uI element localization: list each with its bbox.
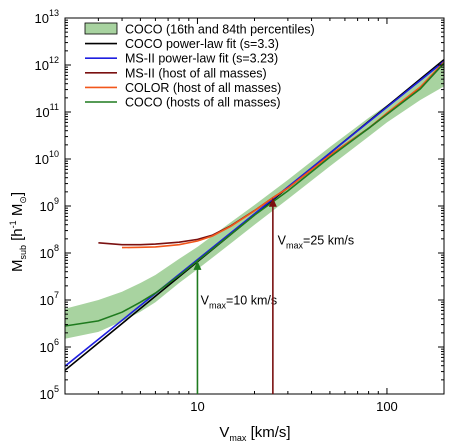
x-axis-label: Vmax [km/s] (219, 424, 290, 443)
y-tick-label: 1013 (35, 8, 59, 26)
y-tick-label: 108 (40, 243, 59, 261)
annotation-arrowhead-0 (193, 260, 202, 270)
y-tick-label: 1011 (35, 102, 59, 120)
plot-area (65, 58, 444, 371)
x-tick-label: 10 (190, 399, 204, 414)
annotation-label-1: Vmax=25 km/s (278, 234, 354, 251)
annotation-arrowhead-1 (268, 197, 277, 207)
legend: COCO (16th and 84th percentiles)COCO pow… (84, 22, 315, 110)
y-tick-label: 107 (40, 290, 59, 308)
y-axis-label: Msub [h-1 M⊙] (8, 192, 28, 272)
axes: 105 106 107 108 109 1010 1011 1012 1013 10 100 (35, 8, 445, 414)
legend-label-band: COCO (16th and 84th percentiles) (125, 23, 315, 37)
legend-label-0: COCO power-law fit (s=3.3) (125, 37, 279, 51)
y-tick-label: 1012 (35, 55, 59, 73)
x-tick-label: 100 (376, 399, 398, 414)
legend-label-1: MS-II power-law fit (s=3.23) (125, 52, 278, 66)
legend-label-4: COCO (hosts of all masses) (125, 96, 281, 110)
y-tick-label: 1010 (35, 149, 59, 167)
legend-label-3: COLOR (host of all masses) (125, 81, 281, 95)
y-tick-label: 106 (40, 337, 59, 355)
series-line-1 (65, 60, 444, 367)
legend-label-2: MS-II (host of all masses) (125, 66, 267, 80)
series-line-4 (65, 62, 444, 327)
annotations: Vmax=10 km/s Vmax=25 km/s (193, 197, 354, 394)
band-coco-percentiles (65, 59, 444, 339)
annotation-label-0: Vmax=10 km/s (201, 294, 277, 311)
legend-swatch-band (84, 22, 118, 35)
y-tick-label: 105 (40, 384, 59, 402)
y-tick-label: 109 (40, 196, 59, 214)
